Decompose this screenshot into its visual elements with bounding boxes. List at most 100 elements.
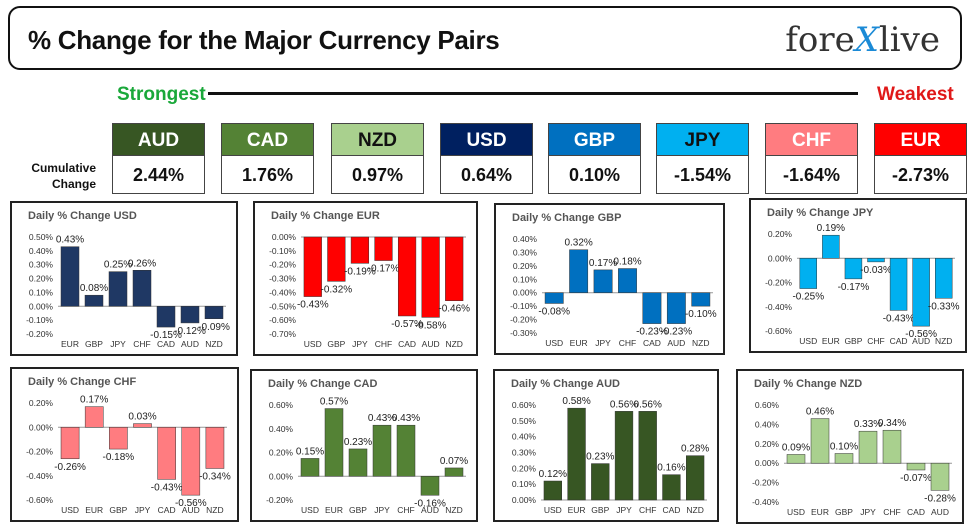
data-label: -0.28% (924, 493, 956, 504)
data-label: 0.09% (782, 442, 810, 453)
x-tick-label: AUD (181, 339, 199, 349)
x-tick-label: GBP (109, 505, 127, 515)
currency-name: CHF (765, 123, 858, 156)
strongest-label: Strongest (117, 84, 206, 105)
bar-nzd (445, 236, 464, 301)
y-tick-label: -0.60% (269, 315, 296, 325)
bar-usd (300, 458, 320, 477)
bar-usd (543, 480, 563, 501)
bar-jpy (350, 236, 370, 264)
data-label: 0.23% (344, 437, 372, 448)
bar-eur (822, 234, 840, 259)
y-tick-label: 0.20% (29, 274, 54, 284)
bar-chart: Daily % Change JPY 0.20% 0.00% -0.20% -0.40%… (765, 207, 960, 346)
x-tick-label: JPY (616, 505, 632, 515)
bar-jpy (372, 424, 392, 477)
y-tick-label: 0.20% (512, 463, 537, 473)
bar-chart: Daily % Change GBP 0.40% 0.30% 0.20% 0.10% 0.… (510, 212, 717, 348)
y-tick-label: -0.30% (510, 328, 537, 338)
x-tick-label: GBP (349, 505, 367, 515)
data-label: -0.23% (636, 327, 668, 338)
currency-name: CAD (221, 123, 314, 156)
data-label: 0.18% (613, 257, 641, 268)
y-tick-label: -0.20% (26, 447, 53, 457)
bar-cad (397, 236, 417, 317)
strength-scale-line (208, 92, 858, 95)
bar-nzd (205, 427, 225, 469)
x-tick-label: CHF (397, 505, 414, 515)
bar-jpy (108, 271, 128, 307)
currency-name: JPY (656, 123, 749, 156)
y-tick-label: 0.00% (29, 301, 54, 311)
bar-nzd (686, 455, 705, 501)
x-tick-label: CAD (158, 505, 176, 515)
y-tick-label: 0.10% (29, 287, 54, 297)
data-label: 0.43% (56, 235, 84, 246)
bar-nzd (691, 292, 711, 307)
y-tick-label: -0.40% (26, 471, 53, 481)
data-label: 0.03% (128, 412, 156, 423)
bar-gbp (327, 236, 346, 282)
y-tick-label: 0.20% (513, 261, 538, 271)
currency-name: EUR (874, 123, 967, 156)
y-tick-label: 0.20% (269, 448, 294, 458)
data-label: -0.33% (928, 301, 960, 312)
chart-panel-3: Daily % Change GBP 0.40% 0.30% 0.20% 0.10% 0.… (494, 203, 725, 355)
data-label: -0.56% (175, 498, 207, 509)
data-label: -0.25% (792, 292, 824, 303)
data-label: -0.09% (198, 322, 230, 333)
chart-title: Daily % Change CHF (28, 376, 136, 388)
data-label: -0.58% (415, 320, 447, 331)
header-banner: % Change for the Major Currency Pairs fo… (8, 6, 962, 70)
x-tick-label: JPY (860, 507, 876, 517)
bar-aud (181, 427, 201, 496)
cumulative-change-value: -1.54% (656, 156, 749, 194)
x-tick-label: EUR (570, 338, 588, 348)
bar-eur (810, 418, 830, 464)
bar-aud (421, 236, 440, 318)
bar-cad (157, 427, 176, 480)
x-tick-label: EUR (568, 505, 586, 515)
bar-nzd (204, 306, 224, 320)
data-label: -0.19% (344, 266, 376, 277)
weakest-label: Weakest (877, 84, 954, 105)
x-tick-label: JPY (352, 339, 368, 349)
x-tick-label: EUR (85, 505, 103, 515)
bar-nzd (444, 467, 464, 477)
currency-box-eur: EUR -2.73% (874, 123, 967, 195)
currency-name: AUD (112, 123, 205, 156)
y-tick-label: 0.00% (29, 422, 54, 432)
x-tick-label: CHF (619, 338, 636, 348)
x-tick-label: AUD (667, 338, 685, 348)
bar-eur (324, 408, 344, 477)
currency-box-cad: CAD 1.76% (221, 123, 314, 195)
x-tick-label: EUR (811, 507, 829, 517)
data-label: 0.26% (128, 258, 156, 269)
bar-gbp (348, 448, 368, 477)
bar-gbp (591, 463, 610, 501)
bar-chart: Daily % Change USD 0.50% 0.40% 0.30% 0.20% 0.… (26, 210, 230, 349)
x-tick-label: GBP (327, 339, 345, 349)
data-label: -0.15% (150, 330, 182, 341)
currency-name: GBP (548, 123, 641, 156)
bar-gbp (109, 427, 128, 450)
data-label: 0.46% (806, 407, 834, 418)
x-tick-label: USD (304, 339, 322, 349)
bar-usd (303, 236, 322, 297)
x-tick-label: GBP (844, 336, 862, 346)
bar-chf (882, 429, 902, 464)
y-tick-label: -0.10% (510, 301, 537, 311)
bar-jpy (133, 423, 152, 428)
bar-usd (799, 258, 818, 289)
bar-cad (662, 474, 681, 501)
chart-title: Daily % Change CAD (268, 378, 377, 390)
y-tick-label: -0.20% (752, 478, 779, 488)
data-label: -0.56% (905, 329, 937, 340)
data-label: -0.23% (661, 327, 693, 338)
data-label: -0.16% (414, 498, 446, 509)
cumulative-change-value: 2.44% (112, 156, 205, 194)
y-tick-label: 0.30% (512, 448, 537, 458)
data-label: 0.25% (104, 260, 132, 271)
chart-panel-6: Daily % Change CAD 0.60% 0.40% 0.20% 0.00% -0… (250, 369, 478, 522)
x-tick-label: USD (301, 505, 319, 515)
